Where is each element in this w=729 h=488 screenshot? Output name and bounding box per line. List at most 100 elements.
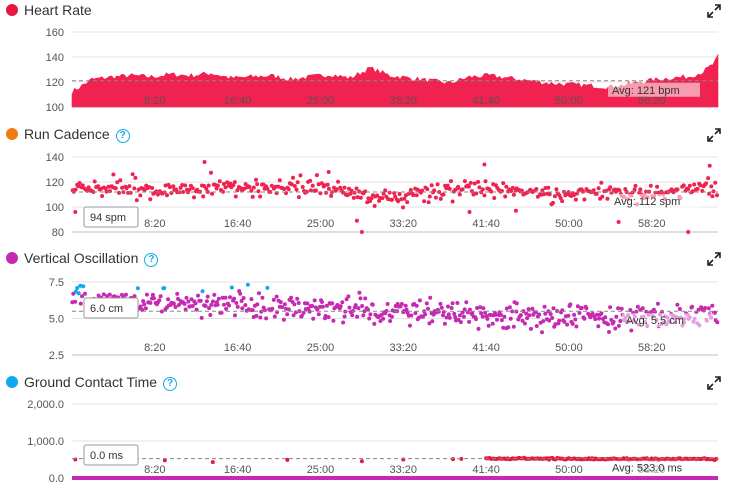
cursor-value-label: 94 spm [90, 212, 126, 224]
vertical-oscillation-point [414, 303, 419, 308]
cadence-point [265, 186, 270, 191]
ground-contact-time-plot[interactable]: 0.0 1,000.0 2,000.0 8:20 16:40 25:00 33:20 41:4… [0, 372, 729, 488]
cadence-point [202, 160, 207, 164]
cursor-value-label: 0.0 ms [90, 450, 124, 462]
heart-rate-series-dot [6, 4, 18, 16]
vertical-oscillation-point [204, 299, 209, 304]
x-tick-label: 16:40 [224, 95, 252, 107]
cadence-point [397, 192, 402, 196]
x-tick-label: 50:00 [555, 95, 583, 107]
vertical-oscillation-point [510, 309, 515, 314]
vertical-oscillation-point [613, 326, 618, 331]
cadence-point [363, 189, 368, 194]
cadence-point [381, 191, 386, 196]
vertical-oscillation-point [475, 306, 480, 310]
x-tick-label: 58:20 [638, 218, 666, 230]
ground-contact-time-point [285, 457, 290, 462]
cadence-point [338, 185, 343, 190]
cadence-point [92, 179, 97, 184]
vertical-oscillation-point [198, 298, 203, 303]
vertical-oscillation-point [526, 307, 531, 312]
vertical-oscillation-point [568, 302, 573, 307]
heart-rate-title: Heart Rate [24, 1, 92, 19]
vertical-oscillation-point [490, 321, 495, 326]
y-tick-label: 2,000.0 [27, 399, 64, 411]
cadence-point [401, 205, 405, 210]
vertical-oscillation-point [368, 312, 373, 317]
cadence-point [616, 220, 621, 224]
cadence-point [411, 193, 416, 198]
vertical-oscillation-point [227, 303, 231, 308]
vertical-oscillation-point [534, 324, 539, 328]
x-tick-label: 41:40 [472, 464, 500, 476]
vertical-oscillation-point [372, 321, 377, 326]
vertical-oscillation-point [378, 319, 383, 323]
cadence-point [100, 194, 105, 198]
vertical-oscillation-point [514, 301, 519, 306]
vertical-oscillation-point [447, 315, 452, 320]
cadence-point [201, 194, 206, 199]
average-label-bg [608, 460, 700, 475]
vertical-oscillation-point [150, 292, 155, 297]
expand-icon[interactable] [707, 376, 721, 390]
vertical-oscillation-point [715, 320, 720, 325]
cadence-point [449, 179, 453, 184]
vertical-oscillation-point [212, 292, 217, 297]
run-cadence-title: Run Cadence? [24, 125, 130, 143]
vertical-oscillation-point [655, 301, 660, 306]
cadence-point [372, 204, 377, 208]
vertical-oscillation-point [640, 306, 645, 311]
vertical-oscillation-point [260, 295, 265, 300]
vertical-oscillation-point [182, 301, 187, 306]
x-tick-label: 16:40 [224, 342, 252, 354]
cadence-point [358, 195, 363, 200]
vertical-oscillation-point [135, 286, 140, 291]
help-icon[interactable]: ? [163, 377, 178, 391]
vertical-oscillation-point [347, 305, 352, 310]
vertical-oscillation-point [152, 296, 156, 301]
vertical-oscillation-point [274, 294, 279, 299]
vertical-oscillation-point [607, 330, 611, 334]
cursor-value-box [83, 206, 139, 228]
average-label-bg [622, 313, 714, 328]
vertical-oscillation-point [258, 315, 263, 320]
cadence-point [369, 196, 374, 201]
cadence-point [547, 192, 552, 197]
expand-icon[interactable] [707, 4, 721, 18]
cadence-point [456, 184, 461, 189]
average-label-bg [610, 194, 702, 208]
vertical-oscillation-title-text: Vertical Oscillation [24, 250, 139, 266]
vertical-oscillation-point [208, 313, 213, 317]
cadence-point [432, 188, 437, 193]
vertical-oscillation-point [76, 291, 81, 296]
help-icon[interactable]: ? [115, 129, 130, 143]
vertical-oscillation-point [203, 304, 208, 308]
vertical-oscillation-point [254, 313, 259, 318]
cadence-point [387, 190, 392, 195]
x-tick-label: 50:00 [555, 218, 583, 230]
heart-rate-plot[interactable]: 100 120 140 160 8:20 16:40 25:00 33:20 41:40 50:0… [0, 0, 729, 124]
vertical-oscillation-point [446, 304, 450, 309]
cadence-point [462, 179, 467, 184]
cadence-point [655, 184, 660, 189]
vertical-oscillation-point [480, 314, 485, 319]
cadence-point [106, 184, 111, 189]
vertical-oscillation-point [295, 296, 300, 301]
vertical-oscillation-plot[interactable]: 2.5 5.0 7.5 8:20 16:40 25:00 33:20 41:40 50:00 58… [0, 248, 729, 372]
run-cadence-plot[interactable]: 80 100 120 140 8:20 16:40 25:00 33:20 41:40 50:00… [0, 124, 729, 248]
help-icon[interactable]: ? [144, 253, 159, 267]
y-tick-label: 140 [46, 52, 64, 64]
vertical-oscillation-point [530, 306, 535, 311]
cadence-point [483, 179, 488, 184]
vertical-oscillation-point [453, 315, 458, 320]
cadence-point [111, 172, 116, 177]
vertical-oscillation-point [529, 326, 533, 331]
expand-icon[interactable] [707, 252, 721, 266]
vertical-oscillation-point [353, 303, 358, 308]
expand-icon[interactable] [707, 128, 721, 142]
cadence-point [704, 181, 709, 186]
vertical-oscillation-point [286, 307, 291, 312]
cadence-point [250, 194, 255, 199]
cadence-point [405, 200, 410, 205]
cadence-point [103, 186, 108, 191]
